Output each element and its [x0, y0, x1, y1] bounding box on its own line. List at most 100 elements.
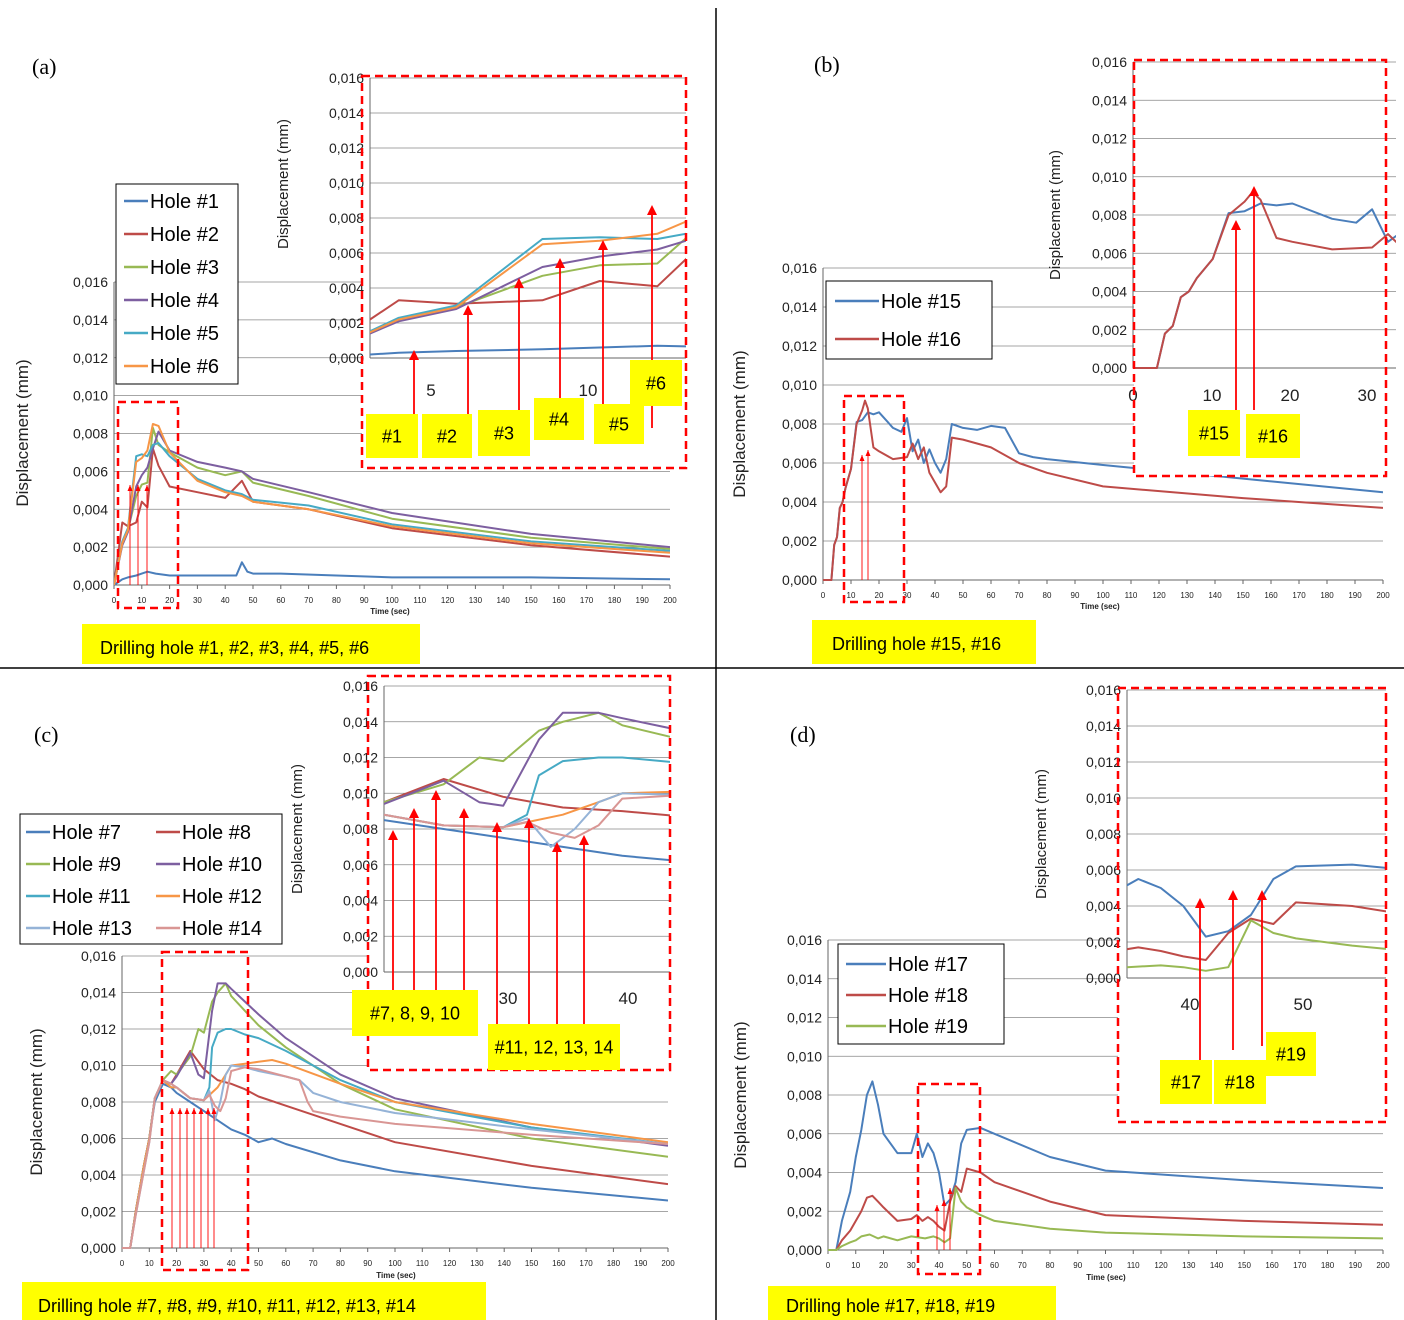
y-tick-label: 0,010	[1092, 169, 1127, 185]
series-line-13	[384, 792, 670, 848]
y-tick-label: 0,016	[343, 678, 378, 694]
thin-arrow-head	[191, 1108, 197, 1114]
legend-label: Hole #8	[182, 822, 251, 844]
annotation-arrow-head	[552, 842, 562, 852]
caption-d: Drilling hole #17, #18, #19	[786, 1296, 995, 1316]
x-tick-label: 50	[962, 1261, 971, 1270]
annotation-label: #4	[549, 409, 569, 429]
annotation-label: #3	[494, 423, 514, 443]
x-tick-label: 0	[120, 1259, 125, 1268]
annotation-highlight	[478, 410, 530, 456]
legend-box-b	[825, 280, 993, 360]
chart-b-inset: 0,000 0,002 0,004 0,006 0,008 0,010 0,012 0,014…	[1047, 54, 1396, 405]
annotation-arrow-head	[388, 830, 398, 840]
x-tick-label: 80	[1043, 591, 1052, 600]
series-line-19	[828, 1187, 1383, 1251]
x-tick-label: 60	[987, 591, 996, 600]
y-tick-label: 0,004	[782, 494, 817, 510]
y-tick-label: 0,004	[343, 893, 378, 909]
annotation-label: #19	[1276, 1044, 1306, 1064]
series-line-3	[370, 236, 686, 334]
legend-label: Hole #5	[150, 323, 219, 345]
annotation-label: #11, 12, 13, 14	[495, 1037, 614, 1057]
legend-label: Hole #3	[150, 257, 219, 279]
x-tick-label: 160	[552, 1259, 566, 1268]
chart-d-inset: 0,000 0,002 0,004 0,006 0,008 0,010 0,012 0,014…	[1033, 682, 1386, 1014]
y-tick-label: 0,006	[329, 245, 364, 261]
y-tick-label: 0,000	[73, 577, 108, 593]
x-tick-label: 70	[1018, 1261, 1027, 1270]
y-tick-label: 0,016	[1086, 682, 1121, 698]
x-tick-label: 20	[172, 1259, 181, 1268]
x-tick-label: 20	[165, 596, 174, 605]
x-tick-label: 90	[360, 596, 369, 605]
y-tick-label: 0,002	[73, 539, 108, 555]
chart-c-inset: 0,000 0,002 0,004 0,006 0,008 0,010 0,012 0,014…	[289, 678, 670, 1008]
y-axis-label: Displacement (mm)	[289, 764, 306, 894]
annotation-highlight	[422, 414, 472, 458]
legend-a: Hole #1 Hole #2 Hole #3 Hole #4 Hole #5 Hole …	[124, 191, 219, 378]
y-axis-label: Displacement (mm)	[27, 1028, 46, 1175]
y-tick-label: 0,006	[81, 1131, 116, 1147]
y-tick-label: 0,010	[787, 1048, 822, 1064]
y-tick-label: 0,010	[782, 377, 817, 393]
annotation-label: #7, 8, 9, 10	[370, 1003, 460, 1023]
x-tick-label: 150	[524, 596, 538, 605]
x-tick-label: 80	[332, 596, 341, 605]
series-line-18	[1127, 901, 1386, 961]
annotation-highlight	[488, 1024, 620, 1070]
x-tick-label: 190	[1349, 1261, 1363, 1270]
y-tick-label: 0,012	[73, 350, 108, 366]
thin-arrow-head	[144, 485, 150, 491]
x-tick-label: 140	[497, 596, 511, 605]
y-tick-label: 0,014	[782, 299, 817, 315]
legend-d: Hole #17 Hole #18 Hole #19	[846, 954, 968, 1038]
thin-arrow-head	[205, 1108, 211, 1114]
x-tick-label: 100	[385, 596, 399, 605]
x-tick-label: 70	[309, 1259, 318, 1268]
x-tick-label: 0	[112, 596, 117, 605]
x-tick-label: 20	[879, 1261, 888, 1270]
y-tick-label: 0,010	[343, 785, 378, 801]
y-tick-label: 0,008	[329, 210, 364, 226]
y-tick-label: 0,004	[787, 1165, 822, 1181]
annotation-arrow-head	[598, 240, 608, 250]
series-line-17	[1127, 863, 1386, 938]
x-tick-label: 120	[1152, 591, 1166, 600]
y-tick-label: 0,012	[1086, 754, 1121, 770]
x-tick-label: 30	[903, 591, 912, 600]
zoom-region-b	[842, 394, 906, 604]
annotation-label: #5	[609, 414, 629, 434]
y-tick-label: 0,006	[787, 1126, 822, 1142]
y-tick-label: 0,014	[329, 105, 364, 121]
x-tick-label: 10	[1203, 386, 1222, 405]
legend-c: Hole #7 Hole #8 Hole #9 Hole #10 Hole #11 Hol…	[26, 822, 262, 940]
chart-a-inset: 0,000 0,002 0,004 0,006 0,008 0,010 0,012 0,014…	[275, 70, 686, 400]
x-tick-label: 60	[281, 1259, 290, 1268]
x-tick-label: 100	[388, 1259, 402, 1268]
x-tick-label: 50	[254, 1259, 263, 1268]
y-tick-label: 0,012	[81, 1021, 116, 1037]
x-tick-label: 80	[336, 1259, 345, 1268]
y-tick-label: 0,016	[787, 932, 822, 948]
legend-label: Hole #19	[888, 1016, 968, 1038]
annotation-highlight	[366, 414, 418, 458]
x-tick-label: 170	[579, 1259, 593, 1268]
x-tick-label: 200	[661, 1259, 675, 1268]
x-tick-label: 50	[959, 591, 968, 600]
x-tick-label: 100	[1099, 1261, 1113, 1270]
y-tick-label: 0,016	[329, 70, 364, 86]
legend-label: Hole #11	[52, 886, 131, 908]
x-tick-label: 110	[413, 596, 426, 605]
y-tick-label: 0,008	[73, 426, 108, 442]
x-tick-label: 130	[1182, 1261, 1196, 1270]
y-tick-label: 0,000	[329, 350, 364, 366]
annotation-highlight	[594, 404, 644, 444]
y-tick-label: 0,014	[73, 312, 108, 328]
series-line-6	[114, 423, 670, 586]
series-line-14	[384, 794, 670, 839]
panel-dividers	[0, 8, 1404, 1320]
annotation-arrow-head	[463, 305, 473, 315]
y-axis-label: Displacement (mm)	[730, 350, 749, 497]
thin-arrow-head	[135, 485, 141, 491]
